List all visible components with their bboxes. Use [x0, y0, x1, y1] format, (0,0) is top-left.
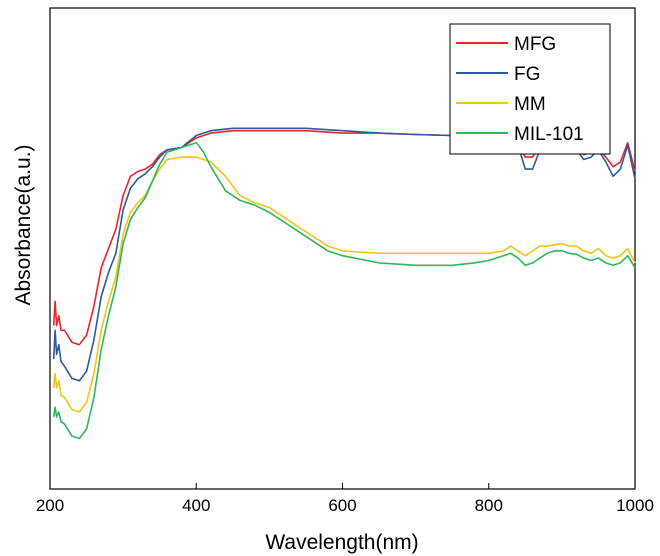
x-axis-ticks: 200 400 600 800 1000: [36, 483, 654, 515]
x-tick-label: 200: [36, 496, 64, 515]
legend-label-mfg: MFG: [514, 34, 556, 55]
legend: MFG FG MM MIL-101: [449, 23, 611, 155]
x-tick-label: 1000: [616, 496, 654, 515]
x-tick-label: 800: [475, 496, 503, 515]
y-axis-title: Absorbance(a.u.): [12, 144, 35, 305]
series-line-fg: [52, 127, 636, 382]
x-tick-label: 400: [182, 496, 210, 515]
x-axis-title: Wavelength(nm): [265, 531, 418, 554]
legend-label-fg: FG: [514, 64, 540, 85]
series-line-mm: [52, 156, 636, 413]
legend-label-mm: MM: [514, 94, 546, 115]
series-line-mil-101: [52, 141, 636, 440]
x-tick-label: 600: [328, 496, 356, 515]
series-layer: [52, 127, 636, 440]
series-line-mfg: [52, 129, 636, 346]
legend-label-mil-101: MIL-101: [514, 124, 584, 145]
